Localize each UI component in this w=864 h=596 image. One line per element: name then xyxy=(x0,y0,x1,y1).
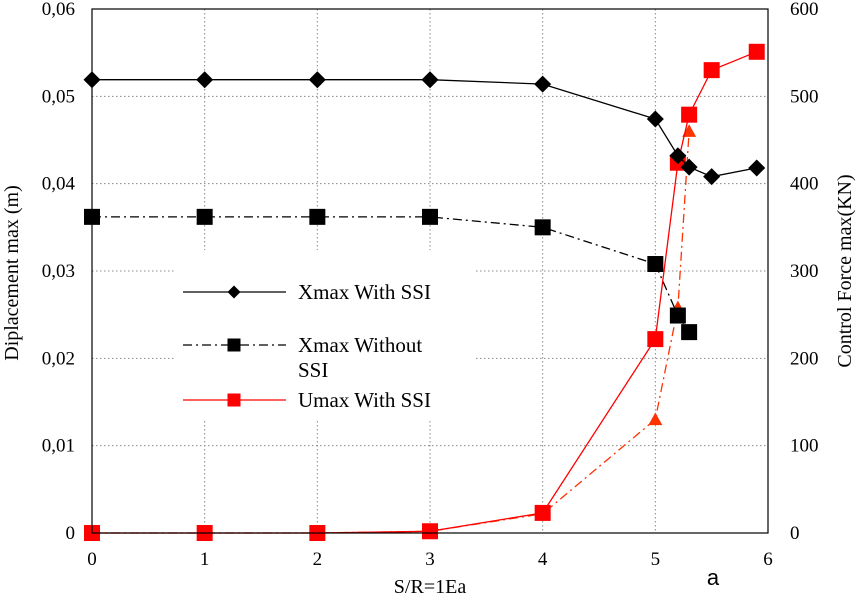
legend-swatch-marker xyxy=(227,338,241,352)
y-right-tick-label: 200 xyxy=(790,348,819,369)
data-point xyxy=(196,71,214,89)
data-point xyxy=(308,71,326,89)
y-right-tick-label: 0 xyxy=(790,523,800,544)
legend-label-line2: SSI xyxy=(298,358,328,382)
data-point xyxy=(534,219,551,236)
data-point xyxy=(646,110,664,128)
legend-label: Umax With SSI xyxy=(298,388,431,412)
data-point xyxy=(680,158,698,176)
legend-label: Xmax Without xyxy=(298,333,422,357)
sub-figure-label: a xyxy=(707,565,720,590)
x-tick-label: 5 xyxy=(651,549,661,570)
y-left-tick-label: 0,03 xyxy=(42,261,75,282)
x-tick-label: 1 xyxy=(200,549,210,570)
data-point xyxy=(309,208,326,225)
y-right-tick-label: 500 xyxy=(790,86,819,107)
data-point xyxy=(748,159,766,177)
series-xmax-with-ssi xyxy=(83,71,766,186)
data-point xyxy=(703,168,721,186)
y-axis-right-title: Control Force max(KN) xyxy=(834,174,856,367)
data-point xyxy=(421,71,439,89)
ticks: 0 1 2 3 4 5 600,010,020,030,040,050,0601002003… xyxy=(42,0,819,570)
y-right-tick-label: 300 xyxy=(790,261,819,282)
data-point xyxy=(647,331,664,348)
y-right-tick-label: 600 xyxy=(790,0,819,20)
y-left-tick-label: 0,04 xyxy=(42,174,76,195)
series-line xyxy=(92,216,690,333)
plot-border xyxy=(91,8,769,534)
data-point xyxy=(703,62,720,79)
y-right-tick-label: 100 xyxy=(790,436,819,457)
x-tick-label: 6 xyxy=(763,549,773,570)
legend-background xyxy=(176,250,474,420)
y-left-tick-label: 0 xyxy=(66,523,76,544)
x-tick-label: 0 xyxy=(87,549,97,570)
data-point xyxy=(196,208,213,225)
data-point xyxy=(681,106,698,123)
y-left-tick-label: 0,01 xyxy=(42,436,75,457)
data-point xyxy=(422,208,438,225)
legend-swatch-marker xyxy=(227,393,241,407)
legend-label: Xmax With SSI xyxy=(298,280,431,304)
x-axis-title: S/R=1Ea xyxy=(394,576,467,596)
x-tick-label: 4 xyxy=(538,549,548,570)
data-point xyxy=(669,147,687,165)
data-point xyxy=(534,75,552,93)
y-left-tick-label: 0,02 xyxy=(42,348,75,369)
data-point xyxy=(422,523,438,540)
data-point xyxy=(682,124,697,137)
data-point xyxy=(647,256,664,273)
data-point xyxy=(681,324,698,341)
series-xmax-without-ssi xyxy=(84,208,698,341)
y-axis-left-title: Diplacement max (m) xyxy=(1,185,23,361)
data-point xyxy=(648,412,663,426)
legend-swatch-marker xyxy=(227,285,241,299)
series-line xyxy=(92,79,757,178)
data-point xyxy=(669,307,686,324)
x-tick-label: 3 xyxy=(425,549,435,570)
y-left-tick-label: 0,06 xyxy=(42,0,75,20)
data-point xyxy=(748,43,765,60)
y-right-tick-label: 400 xyxy=(790,174,819,195)
x-tick-label: 2 xyxy=(313,549,323,570)
y-left-tick-label: 0,05 xyxy=(42,86,75,107)
data-point xyxy=(534,504,551,521)
